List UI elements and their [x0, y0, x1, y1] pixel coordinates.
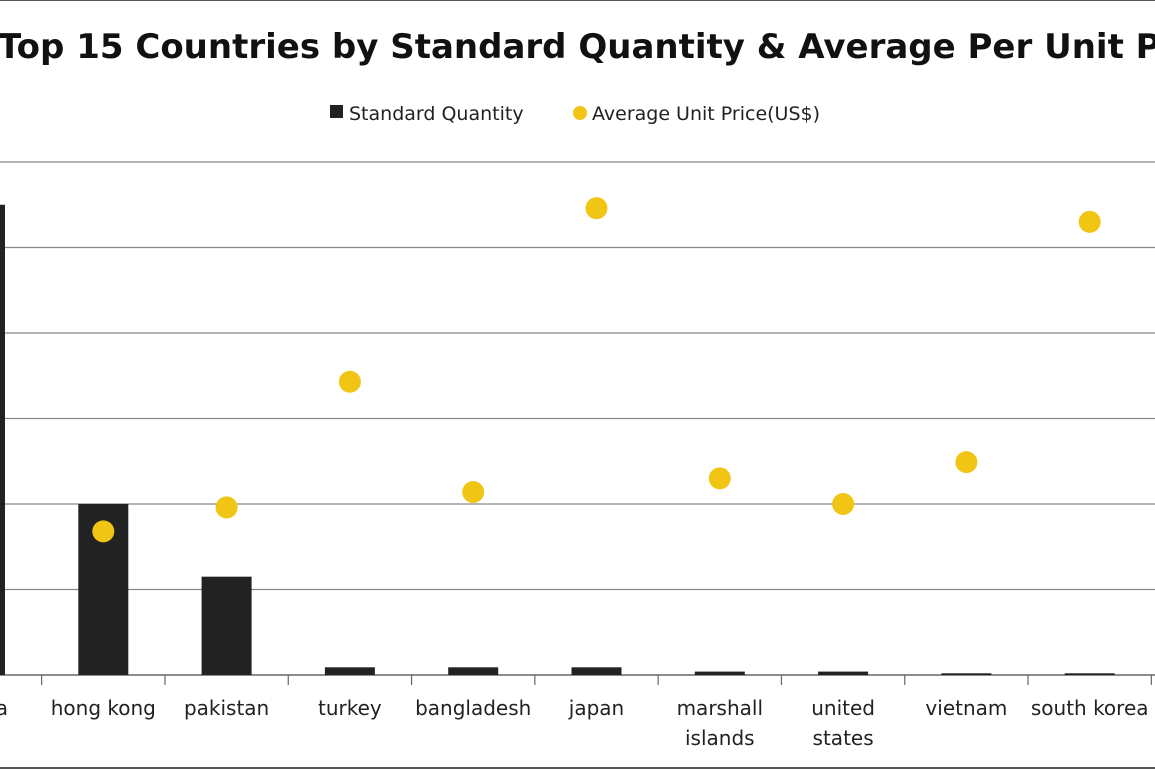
x-tick-label: vietnam [925, 696, 1007, 720]
x-tick-label: marshall islands [677, 696, 763, 750]
price-points [92, 197, 1101, 543]
x-tick-label: a [0, 696, 8, 720]
legend-swatch-standard-quantity [330, 105, 343, 118]
bar-turkey [324, 667, 375, 675]
price-point-japan [585, 197, 608, 220]
x-tick-label-line: islands [685, 726, 755, 750]
chart-title: Top 15 Countries by Standard Quantity & … [0, 27, 1155, 67]
price-point-united-states [832, 493, 855, 515]
legend-swatch-average-unit-price [573, 106, 587, 120]
price-point-pakistan [215, 496, 238, 519]
legend-label-standard-quantity: Standard Quantity [349, 103, 524, 125]
price-point-bangladesh [462, 481, 485, 504]
price-point-marshall-islands [708, 467, 731, 490]
x-tick-label: south korea [1031, 696, 1149, 720]
x-tick-label-line: states [813, 726, 874, 750]
x-tick-label-line: marshall [677, 696, 763, 720]
gridlines [0, 161, 1155, 685]
bar-a [0, 204, 5, 675]
bars [0, 204, 1115, 675]
x-tick-label: japan [568, 696, 624, 720]
price-point-turkey [338, 370, 361, 393]
legend: Standard Quantity Average Unit Price(US$… [330, 103, 820, 125]
bar-pakistan [201, 576, 252, 675]
price-point-south-korea [1078, 210, 1101, 233]
price-point-vietnam [955, 451, 978, 474]
x-tick-label: united states [811, 696, 875, 750]
price-point-hong-kong [92, 520, 115, 543]
x-tick-label: bangladesh [415, 696, 531, 720]
x-tick-label: turkey [318, 696, 382, 720]
bar-united-states [818, 671, 869, 675]
bar-japan [571, 667, 622, 675]
legend-label-average-unit-price: Average Unit Price(US$) [592, 103, 820, 125]
bar-bangladesh [448, 667, 499, 675]
bar-vietnam [941, 673, 992, 675]
bar-south-korea [1064, 673, 1115, 675]
x-tick-label-line: united [811, 696, 875, 720]
x-tick-label: hong kong [51, 696, 156, 720]
x-tick-label: pakistan [184, 696, 269, 720]
x-axis-labels: a hong kong pakistan turkey bangladesh japan m… [0, 696, 1149, 750]
bar-marshall-islands [694, 671, 745, 675]
